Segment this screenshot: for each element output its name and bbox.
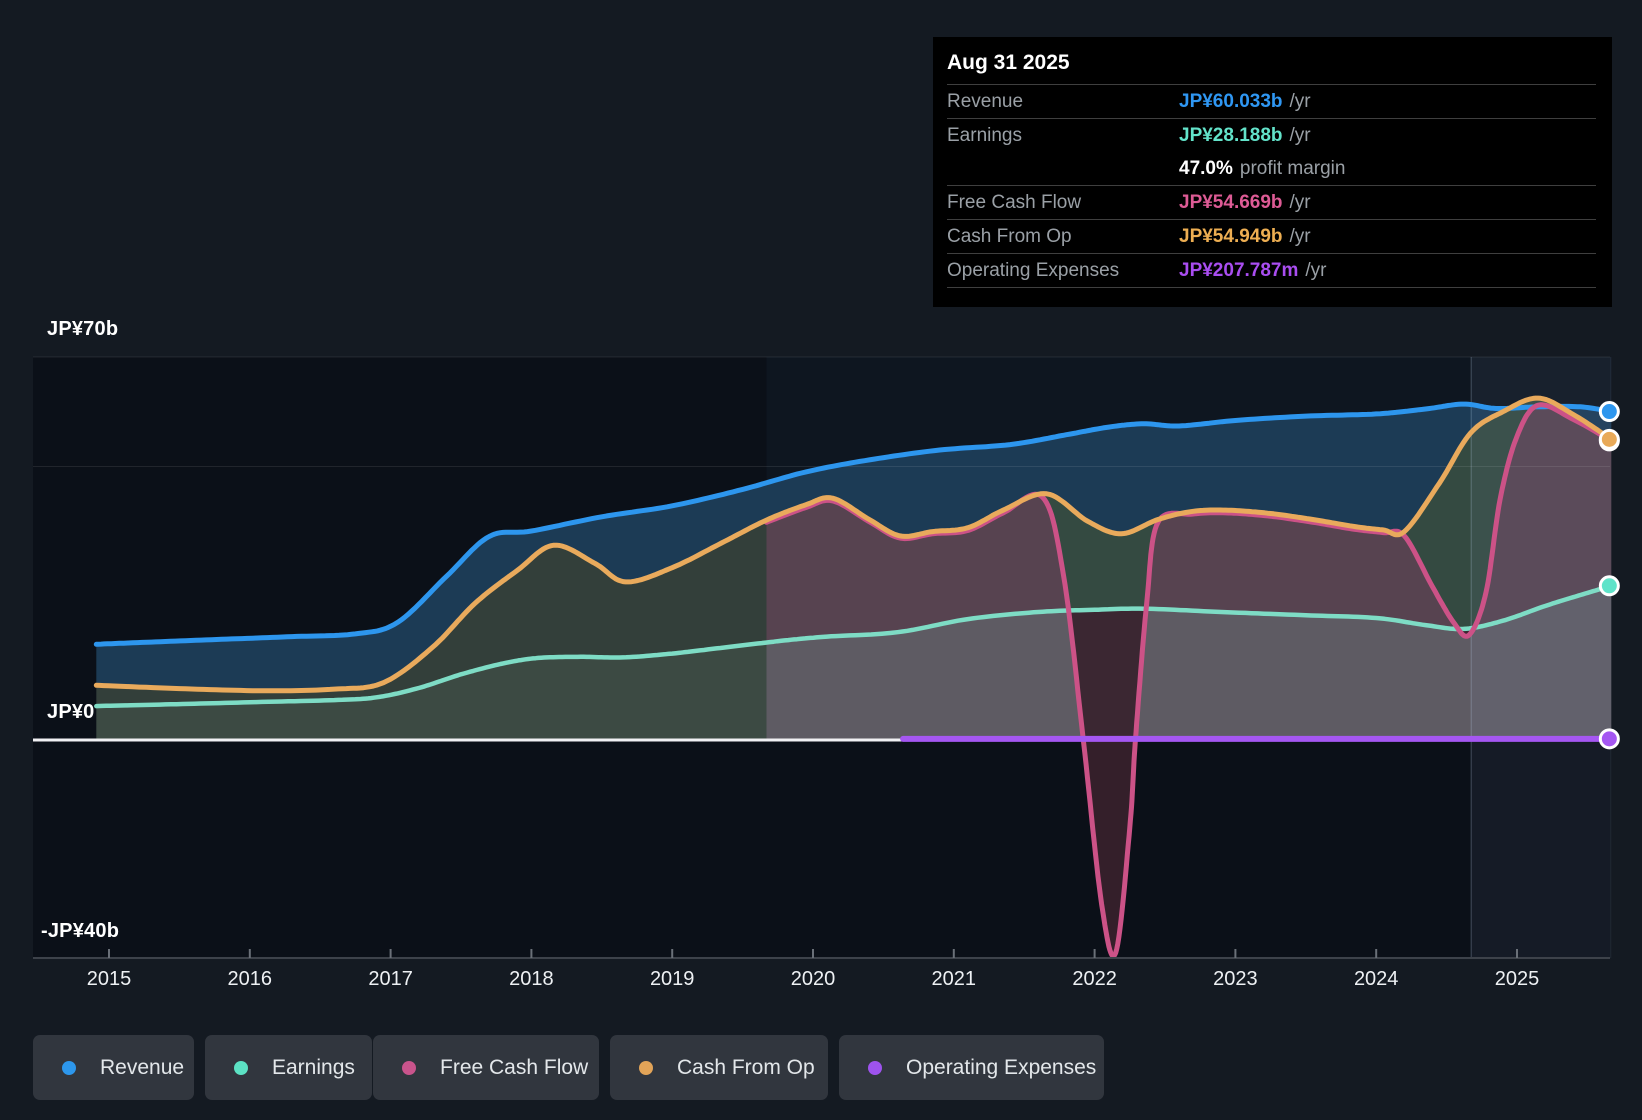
legend-label: Free Cash Flow (440, 1055, 589, 1079)
legend-item-operating-expenses[interactable]: Operating Expenses (839, 1035, 1104, 1100)
x-axis-label-2021: 2021 (931, 968, 977, 990)
legend-label: Revenue (100, 1055, 185, 1079)
fcf-area (766, 398, 1612, 643)
x-axis-label-2019: 2019 (649, 968, 695, 990)
y-axis-label-70b: JP¥70b (47, 318, 119, 340)
x-axis-label-2022: 2022 (1072, 968, 1117, 990)
tooltip-row-profit-margin: 47.0% profit margin (947, 152, 1596, 186)
fcf-gap-area (1404, 398, 1582, 637)
legend-dot-icon (639, 1060, 653, 1075)
operating-expenses-endpoint-marker (1598, 728, 1620, 750)
x-axis-label-2023: 2023 (1213, 968, 1258, 990)
tooltip-row-operating-expenses: Operating Expenses JP¥207.787m /yr (947, 254, 1596, 288)
legend-item-free-cash-flow[interactable]: Free Cash Flow (373, 1035, 599, 1100)
earnings-endpoint-marker (1598, 575, 1620, 597)
chart-legend: Revenue Earnings Free Cash Flow Cash From O… (0, 1035, 1642, 1100)
legend-dot-icon (868, 1060, 882, 1075)
tooltip-row-earnings: Earnings JP¥28.188b /yr (947, 119, 1596, 152)
x-axis-label-2017: 2017 (368, 968, 413, 990)
tooltip-unit: /yr (1289, 124, 1311, 146)
tooltip-unit: /yr (1289, 191, 1311, 213)
revenue-area (96, 398, 1612, 691)
tooltip-value-revenue: JP¥60.033b (1179, 90, 1283, 112)
legend-label: Cash From Op (677, 1055, 815, 1079)
x-axis-label-2025: 2025 (1494, 968, 1540, 990)
tooltip-value-free-cash-flow: JP¥54.669b (1179, 191, 1283, 213)
forecast-band (1471, 357, 1612, 958)
revenue-endpoint-marker (1598, 401, 1620, 423)
tooltip-row-cash-from-op: Cash From Op JP¥54.949b /yr (947, 220, 1596, 254)
x-axis-label-2018: 2018 (509, 968, 554, 990)
chart-tooltip: Aug 31 2025 Revenue JP¥60.033b /yr Earni… (933, 37, 1612, 307)
tooltip-label: Free Cash Flow (947, 191, 1082, 213)
earnings-area-past (96, 642, 767, 740)
cash-from-op-endpoint-marker (1598, 428, 1620, 450)
y-axis-label-zero: JP¥0 (47, 701, 95, 723)
x-axis-label-2016: 2016 (227, 968, 273, 990)
tooltip-row-revenue: Revenue JP¥60.033b /yr (947, 85, 1596, 119)
legend-dot-icon (234, 1060, 248, 1075)
legend-dot-icon (62, 1060, 76, 1075)
earnings-line (94, 583, 1614, 709)
cash-from-op-line (93, 395, 1614, 694)
tooltip-label: Operating Expenses (947, 259, 1120, 281)
tooltip-date: Aug 31 2025 (947, 47, 1596, 85)
tooltip-value-operating-expenses: JP¥207.787m (1179, 259, 1299, 281)
tooltip-unit: /yr (1305, 259, 1327, 281)
legend-label: Earnings (272, 1055, 355, 1079)
tooltip-row-free-cash-flow: Free Cash Flow JP¥54.669b /yr (947, 186, 1596, 220)
legend-dot-icon (402, 1060, 416, 1075)
tooltip-unit: /yr (1289, 90, 1311, 112)
tooltip-unit: /yr (1289, 225, 1311, 247)
legend-item-earnings[interactable]: Earnings (205, 1035, 372, 1100)
tooltip-label: Cash From Op (947, 225, 1072, 247)
x-axis-label-2015: 2015 (86, 968, 132, 990)
tooltip-profit-margin-text: profit margin (1239, 157, 1346, 179)
revenue-line (93, 401, 1614, 647)
y-axis-label-neg40b: -JP¥40b (41, 920, 120, 942)
legend-item-cash-from-op[interactable]: Cash From Op (610, 1035, 828, 1100)
tooltip-label: Earnings (947, 124, 1022, 146)
x-axis-label-2020: 2020 (790, 968, 836, 990)
tooltip-profit-margin-value: 47.0% (1179, 157, 1233, 179)
x-axis-label-2024: 2024 (1353, 968, 1399, 990)
legend-item-revenue[interactable]: Revenue (33, 1035, 194, 1100)
tooltip-value-earnings: JP¥28.188b (1179, 124, 1283, 146)
legend-label: Operating Expenses (906, 1055, 1097, 1079)
tooltip-value-cash-from-op: JP¥54.949b (1179, 225, 1283, 247)
tooltip-label: Revenue (947, 90, 1024, 112)
earnings-area-recent (766, 585, 1612, 740)
